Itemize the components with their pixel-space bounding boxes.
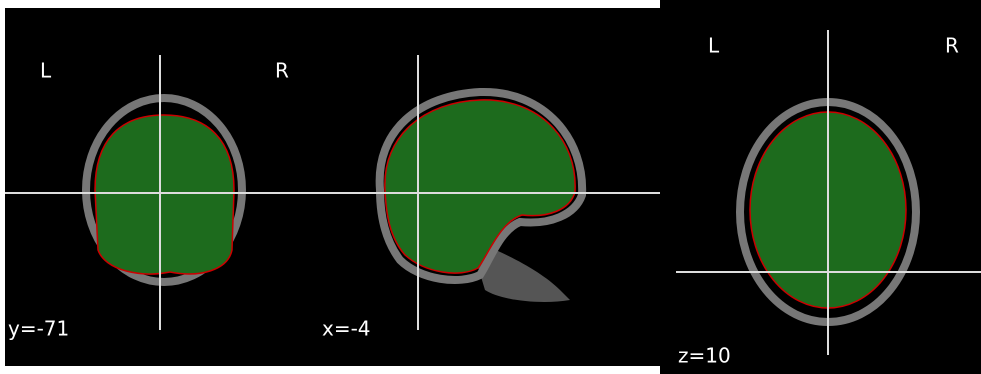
cut-label: x=-4: [322, 317, 371, 341]
figure: L R y=-71 x=-4 L R z=10: [0, 0, 981, 374]
orientation-label: R: [275, 59, 289, 83]
brain-mask: [95, 115, 234, 274]
orientation-label: L: [40, 59, 52, 83]
orientation-label: L: [708, 34, 720, 58]
cut-label: z=10: [678, 344, 731, 368]
page: {"panels": [ {"left": "L", "right": "R",…: [0, 0, 981, 374]
orientation-label: R: [945, 34, 959, 58]
cut-label: y=-71: [8, 317, 69, 341]
